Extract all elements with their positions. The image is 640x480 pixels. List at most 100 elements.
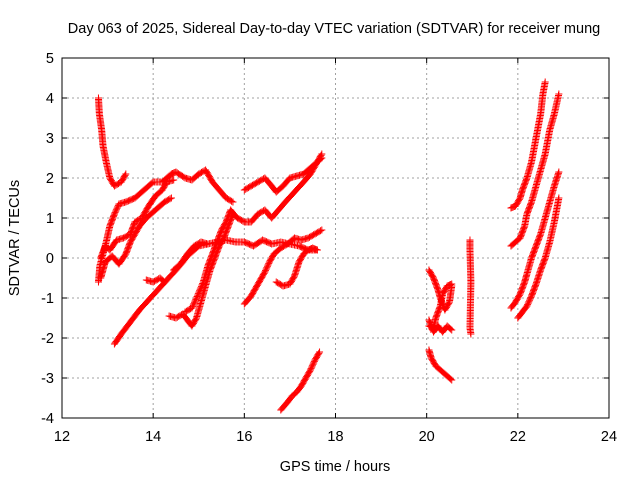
- data-point: [448, 326, 456, 334]
- data-point: [526, 296, 534, 304]
- y-tick-label: 2: [46, 171, 54, 187]
- data-point: [555, 168, 563, 176]
- data-point: [159, 277, 167, 285]
- data-point: [166, 195, 174, 203]
- data-point: [111, 209, 119, 217]
- series-arc-17: [425, 346, 456, 384]
- series-arc-16: [425, 316, 456, 336]
- data-point: [447, 325, 455, 333]
- data-point: [192, 295, 200, 303]
- data-point: [318, 154, 326, 162]
- series-arc-12: [272, 244, 321, 290]
- data-point: [231, 212, 239, 220]
- x-tick-label: 24: [601, 429, 617, 445]
- data-point: [555, 194, 563, 202]
- x-tick-label: 14: [145, 429, 161, 445]
- series-arc-10: [240, 226, 326, 308]
- y-tick-label: -3: [41, 371, 54, 387]
- data-point: [523, 302, 531, 310]
- series-arc-3: [97, 176, 178, 262]
- x-tick-label: 18: [327, 429, 343, 445]
- series-arc-19: [507, 78, 549, 212]
- data-point: [261, 268, 269, 276]
- data-point: [112, 206, 120, 214]
- y-tick-label: -1: [41, 291, 54, 307]
- series-arc-4: [97, 194, 175, 282]
- data-point: [307, 365, 315, 373]
- chart-title: Day 063 of 2025, Sidereal Day-to-day VTE…: [68, 21, 600, 37]
- data-point: [308, 362, 316, 370]
- data-point: [199, 279, 207, 287]
- x-tick-label: 22: [510, 429, 526, 445]
- y-tick-label: 5: [46, 51, 54, 67]
- series-arc-21: [507, 168, 563, 312]
- data-point: [167, 194, 175, 202]
- data-point: [121, 171, 129, 179]
- data-point: [526, 295, 534, 303]
- data-point: [318, 226, 326, 234]
- x-tick-label: 20: [419, 429, 435, 445]
- data-point: [195, 288, 203, 296]
- data-point: [316, 227, 324, 235]
- data-point: [170, 176, 178, 184]
- data-point: [263, 262, 271, 270]
- data-point: [261, 267, 269, 275]
- data-point: [317, 155, 325, 163]
- data-point: [189, 301, 197, 309]
- data-point: [306, 366, 314, 374]
- data-point: [191, 298, 199, 306]
- y-tick-label: 1: [46, 211, 54, 227]
- data-point: [262, 265, 270, 273]
- y-tick-label: -2: [41, 331, 54, 347]
- data-point: [198, 281, 206, 289]
- data-point: [525, 298, 533, 306]
- data-point: [313, 246, 321, 254]
- series-arc-6: [142, 274, 169, 286]
- data-point: [541, 78, 549, 86]
- data-point: [228, 197, 236, 205]
- x-axis-label: GPS time / hours: [280, 459, 390, 475]
- data-point: [191, 297, 199, 305]
- data-point: [194, 291, 202, 299]
- data-point: [524, 301, 532, 309]
- data-point: [192, 294, 200, 302]
- data-point: [113, 204, 121, 212]
- data-point: [122, 170, 130, 178]
- data-point: [264, 261, 272, 269]
- data-point: [263, 264, 271, 272]
- y-axis-label: SDTVAR / TECUs: [7, 180, 23, 296]
- series-arc-11: [240, 154, 326, 196]
- data-point: [308, 363, 316, 371]
- y-tick-label: 4: [46, 91, 54, 107]
- data-point: [161, 278, 169, 286]
- data-point: [188, 304, 196, 312]
- data-point: [204, 240, 212, 248]
- grid-lines: [62, 58, 609, 418]
- data-point: [316, 348, 324, 356]
- data-point: [467, 330, 475, 338]
- data-point: [196, 287, 204, 295]
- y-tick-label: -4: [41, 411, 54, 427]
- data-point: [524, 299, 532, 307]
- y-tick-label: 0: [46, 251, 54, 267]
- data-point: [190, 300, 198, 308]
- data-point: [309, 360, 317, 368]
- data-point: [194, 290, 202, 298]
- data-point: [197, 284, 205, 292]
- series-arc-8: [181, 206, 239, 316]
- series-arc-13: [277, 348, 324, 414]
- data-point: [112, 207, 120, 215]
- data-point: [447, 375, 455, 383]
- x-tick-label: 12: [54, 429, 70, 445]
- data-point: [189, 303, 197, 311]
- data-point: [310, 359, 318, 367]
- series-arc-20: [507, 90, 563, 250]
- data-point: [230, 211, 238, 219]
- data-point: [448, 280, 456, 288]
- data-point: [315, 349, 323, 357]
- series-arc-22: [514, 194, 563, 322]
- series-arc-1: [94, 94, 130, 190]
- series-arc-18: [466, 236, 475, 338]
